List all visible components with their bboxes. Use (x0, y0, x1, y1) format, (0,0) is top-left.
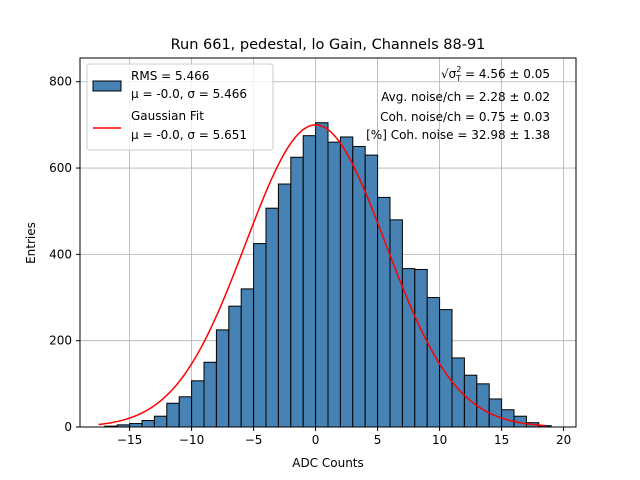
legend-frame (86, 63, 274, 151)
y-tick-label: 600 (49, 161, 72, 175)
histogram-bar (153, 415, 168, 428)
x-tick-label: −15 (117, 433, 142, 447)
histogram-bar (277, 183, 292, 428)
x-tick-label: −10 (179, 433, 204, 447)
x-tick-label: 20 (556, 433, 571, 447)
noise-annotations: √σ2 T = 4.56 ± 0.05 Avg. noise/ch = 2.28 … (366, 65, 550, 142)
histogram-bar (203, 361, 217, 428)
histogram-bar (265, 207, 279, 428)
legend-histogram-swatch (92, 80, 122, 92)
annotation-coh-noise-percent: [%] Coh. noise = 32.98 ± 1.38 (366, 128, 550, 142)
histogram-bar (240, 288, 255, 428)
histogram-bar (377, 196, 391, 428)
legend-histogram-label: RMS = 5.466 (131, 69, 209, 83)
y-axis-label: Entries (24, 222, 38, 264)
y-tick-label: 800 (49, 75, 72, 89)
x-tick-label: 5 (374, 433, 382, 447)
histogram-bar (339, 136, 354, 428)
annotation-total-noise: √σ2 T = 4.56 ± 0.05 (441, 65, 550, 83)
histogram-bar (290, 156, 304, 428)
histogram-bar (488, 398, 503, 428)
histogram-bar (166, 402, 180, 428)
y-tick-label: 400 (49, 247, 72, 261)
histogram-bar (389, 219, 403, 428)
legend-fit-stats: μ = -0.0, σ = 5.651 (131, 128, 247, 142)
x-tick-label: 15 (494, 433, 509, 447)
axes-frame (79, 57, 577, 428)
histogram-bar (439, 309, 453, 428)
legend: RMS = 5.466 μ = -0.0, σ = 5.466 Gaussian… (86, 63, 274, 151)
histogram-bar (141, 420, 155, 428)
histogram-bar (178, 396, 193, 428)
histogram-bar (414, 268, 428, 428)
y-axis-ticks: 0 200 400 600 800 (49, 75, 80, 434)
gaussian-fit-line (98, 124, 546, 427)
histogram-bar (129, 423, 143, 428)
histogram-bar (327, 141, 341, 428)
histogram-bar (253, 243, 267, 428)
x-axis-ticks: −15 −10 −5 0 5 10 15 20 (117, 427, 571, 447)
histogram-bar (228, 305, 242, 428)
histogram-bar (476, 383, 490, 428)
histogram-bar (191, 380, 205, 428)
gaussian-fit (98, 124, 546, 427)
legend-fit-label: Gaussian Fit (131, 109, 204, 123)
x-tick-label: 0 (312, 433, 320, 447)
histogram-bar (315, 122, 329, 428)
x-axis-label: ADC Counts (292, 456, 364, 470)
chart-title: Run 661, pedestal, lo Gain, Channels 88-… (171, 37, 486, 53)
legend-histogram-stats: μ = -0.0, σ = 5.466 (131, 87, 247, 101)
histogram-bar (302, 135, 317, 428)
x-tick-label: 10 (432, 433, 447, 447)
y-tick-label: 200 (49, 334, 72, 348)
histogram-bars (104, 122, 552, 428)
y-tick-label: 0 (64, 420, 72, 434)
annotation-coh-noise: Coh. noise/ch = 0.75 ± 0.03 (380, 110, 550, 124)
x-tick-label: −5 (245, 433, 263, 447)
histogram-bar (215, 329, 230, 428)
annotation-avg-noise: Avg. noise/ch = 2.28 ± 0.02 (381, 90, 550, 104)
